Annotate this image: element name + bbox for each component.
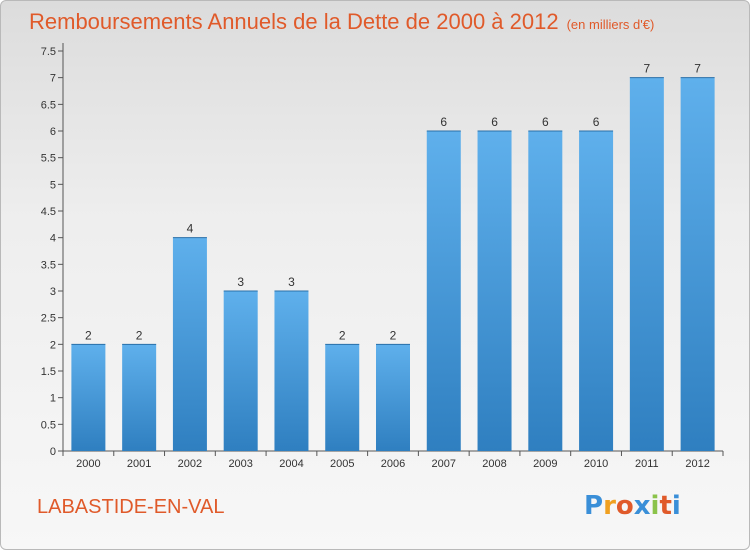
data-label: 6 [440, 115, 447, 129]
bar [426, 131, 461, 451]
logo-letter: P [584, 491, 604, 521]
chart-title: Remboursements Annuels de la Dette de 20… [29, 9, 654, 35]
logo-letter: i [650, 491, 660, 521]
bar [680, 77, 715, 452]
logo-letter: o [615, 491, 634, 521]
y-tick-label: 1.5 [41, 366, 56, 378]
logo-letter: t [659, 491, 672, 521]
data-label: 6 [593, 115, 600, 129]
x-tick-label: 2007 [432, 458, 456, 470]
x-tick-label: 2008 [482, 458, 506, 470]
bar [274, 291, 309, 451]
data-label: 2 [85, 328, 92, 342]
y-tick-label: 6.5 [41, 99, 56, 111]
bar [376, 344, 410, 451]
data-label: 7 [694, 62, 701, 76]
x-tick-label: 2005 [330, 458, 354, 470]
data-label: 2 [339, 328, 346, 342]
bar [579, 131, 614, 451]
y-tick-label: 2 [50, 339, 56, 351]
data-label: 6 [491, 115, 498, 129]
data-label: 3 [237, 275, 244, 289]
data-label: 3 [288, 275, 295, 289]
x-tick-label: 2012 [685, 458, 709, 470]
x-tick-label: 2001 [127, 458, 151, 470]
y-tick-label: 5.5 [41, 153, 56, 165]
data-label: 2 [136, 328, 143, 342]
data-label: 7 [644, 62, 651, 76]
bar [122, 344, 157, 451]
x-tick-label: 2010 [584, 458, 608, 470]
y-tick-label: 6 [50, 126, 56, 138]
bar [629, 77, 664, 452]
bar [223, 291, 258, 451]
bar [528, 131, 563, 451]
x-tick-label: 2002 [178, 458, 202, 470]
y-tick-label: 4.5 [41, 206, 56, 218]
y-tick-label: 4 [50, 233, 56, 245]
bar [325, 344, 360, 451]
data-label: 2 [390, 328, 397, 342]
x-tick-label: 2004 [279, 458, 303, 470]
chart-title-text: Remboursements Annuels de la Dette de 20… [29, 9, 559, 34]
chart-subtitle: (en milliers d'€) [566, 17, 655, 32]
y-tick-label: 7.5 [41, 46, 56, 58]
bar [172, 237, 207, 451]
x-tick-label: 2000 [76, 458, 100, 470]
bar [71, 344, 106, 451]
y-tick-label: 1 [50, 393, 56, 405]
proxiti-logo: Proxiti [584, 491, 681, 521]
logo-letter: x [633, 491, 651, 521]
bar [477, 131, 512, 451]
y-tick-label: 7 [50, 73, 56, 85]
logo-letter: r [603, 491, 616, 521]
y-tick-label: 0.5 [41, 419, 56, 431]
data-label: 6 [542, 115, 549, 129]
x-tick-label: 2003 [228, 458, 252, 470]
x-tick-label: 2009 [533, 458, 557, 470]
y-tick-label: 0 [50, 446, 56, 458]
y-tick-label: 3 [50, 286, 56, 298]
logo-letter: i [671, 491, 681, 521]
x-tick-label: 2011 [635, 458, 659, 470]
place-name: LABASTIDE-EN-VAL [37, 496, 225, 518]
data-label: 4 [187, 222, 194, 236]
y-tick-label: 3.5 [41, 259, 56, 271]
y-tick-label: 5 [50, 179, 56, 191]
y-tick-label: 2.5 [41, 313, 56, 325]
x-tick-label: 2006 [381, 458, 405, 470]
